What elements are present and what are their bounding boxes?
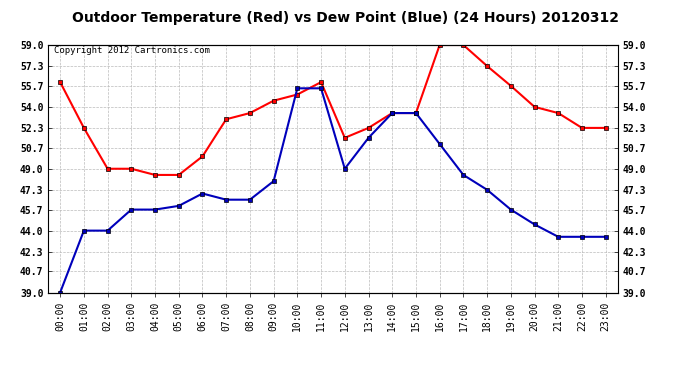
Text: Copyright 2012 Cartronics.com: Copyright 2012 Cartronics.com xyxy=(54,46,210,55)
Text: Outdoor Temperature (Red) vs Dew Point (Blue) (24 Hours) 20120312: Outdoor Temperature (Red) vs Dew Point (… xyxy=(72,11,618,25)
